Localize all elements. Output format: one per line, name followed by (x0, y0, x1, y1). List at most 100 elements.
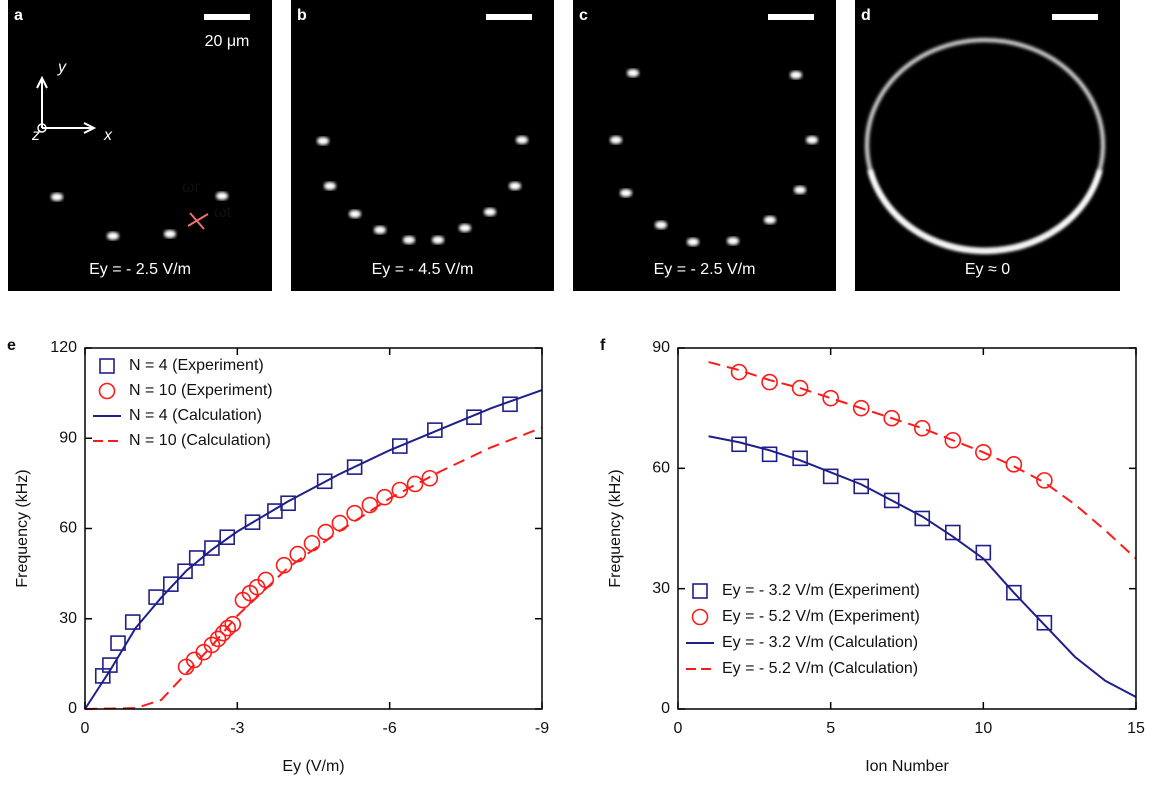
marker (188, 550, 205, 566)
ion (655, 221, 667, 229)
axis-triad-label: y (57, 59, 67, 76)
ion (509, 182, 521, 190)
ion (764, 216, 776, 224)
marker (317, 523, 334, 541)
ion (107, 232, 119, 240)
ion (794, 186, 806, 194)
ion-ring-bottom (867, 169, 1103, 254)
marker (975, 443, 992, 461)
plot-frame (84, 347, 543, 710)
marker (1006, 584, 1022, 601)
marker (1005, 456, 1023, 473)
ion (806, 136, 818, 144)
marker (421, 469, 439, 487)
marker (224, 615, 242, 633)
y-tick-label: 90 (652, 339, 670, 356)
scale-bar (768, 14, 814, 20)
image-panel (8, 0, 272, 291)
panel-letter: d (861, 7, 871, 24)
y-tick-label: 30 (652, 580, 670, 597)
y-tick-label: 120 (50, 339, 77, 356)
mode-label: ωr (182, 179, 200, 196)
marker (346, 459, 363, 475)
marker (316, 473, 333, 490)
marker (1036, 614, 1053, 631)
scale-label: 20 μm (205, 33, 250, 50)
ion (374, 226, 386, 234)
x-axis-label: Ey (V/m) (282, 758, 344, 775)
y-axis-label: Frequency (kHz) (14, 469, 31, 587)
ion (610, 136, 622, 144)
legend-label: N = 4 (Calculation) (129, 407, 262, 424)
legend-marker (98, 382, 116, 400)
z-axis (37, 123, 47, 133)
x-tick-label: -9 (535, 720, 549, 737)
legend-label: Ey = - 3.2 V/m (Calculation) (722, 634, 918, 651)
field-label: Ey = - 2.5 V/m (654, 261, 756, 278)
x-tick-label: -3 (230, 720, 244, 737)
marker (214, 624, 232, 642)
ion (516, 136, 528, 144)
marker (392, 438, 408, 454)
ion (727, 237, 739, 245)
panel-letter: c (579, 7, 588, 24)
ion (627, 69, 639, 77)
marker (883, 409, 901, 427)
marker (822, 389, 839, 407)
y-tick-label: 60 (652, 460, 670, 477)
y-tick-label: 0 (68, 700, 77, 717)
plot-frame (677, 347, 1137, 710)
curve (708, 435, 1137, 698)
marker (303, 534, 321, 552)
ion (317, 137, 329, 145)
marker (204, 540, 220, 556)
legend-label: N = 10 (Calculation) (129, 432, 271, 449)
curve (84, 389, 543, 710)
marker (361, 496, 379, 514)
y-tick-label: 0 (661, 700, 670, 717)
scale-bar (204, 14, 250, 20)
ion (790, 71, 802, 79)
image-panel (291, 0, 554, 291)
ion (403, 236, 415, 244)
legend-label: Ey = - 3.2 V/m (Experiment) (722, 582, 920, 599)
marker (883, 492, 900, 509)
image-panel (573, 0, 836, 291)
ion (51, 193, 63, 201)
panel-letter: a (14, 7, 23, 24)
x-tick-label: 0 (81, 720, 90, 737)
x-tick-label: 5 (826, 720, 835, 737)
marker (219, 529, 235, 546)
image-panel (855, 0, 1120, 291)
legend-marker (99, 358, 115, 374)
marker (761, 373, 778, 391)
x-axis-label: Ion Number (865, 758, 949, 775)
y-tick-label: 60 (59, 520, 77, 537)
ion (216, 192, 228, 200)
marker (406, 475, 424, 493)
marker (853, 478, 870, 495)
marker (944, 431, 962, 449)
marker (730, 363, 748, 381)
x-tick-label: 0 (674, 720, 683, 737)
marker (177, 563, 193, 580)
y-axis-label: Frequency (kHz) (607, 469, 624, 587)
panel-letter: b (297, 7, 307, 24)
y-tick-label: 30 (59, 610, 77, 627)
panel-letter: f (600, 337, 606, 354)
curve (84, 426, 543, 710)
marker (791, 379, 809, 397)
marker (209, 630, 227, 648)
scale-bar (1052, 14, 1098, 20)
legend-marker (691, 608, 709, 626)
marker (289, 545, 307, 563)
panel-letter: e (7, 337, 16, 354)
legend-label: N = 10 (Experiment) (129, 382, 273, 399)
marker (1036, 472, 1053, 489)
marker (163, 576, 179, 592)
ion (484, 208, 496, 216)
legend-label: N = 4 (Experiment) (129, 357, 264, 374)
ion (324, 182, 336, 190)
legend-label: Ey = - 5.2 V/m (Experiment) (722, 608, 920, 625)
